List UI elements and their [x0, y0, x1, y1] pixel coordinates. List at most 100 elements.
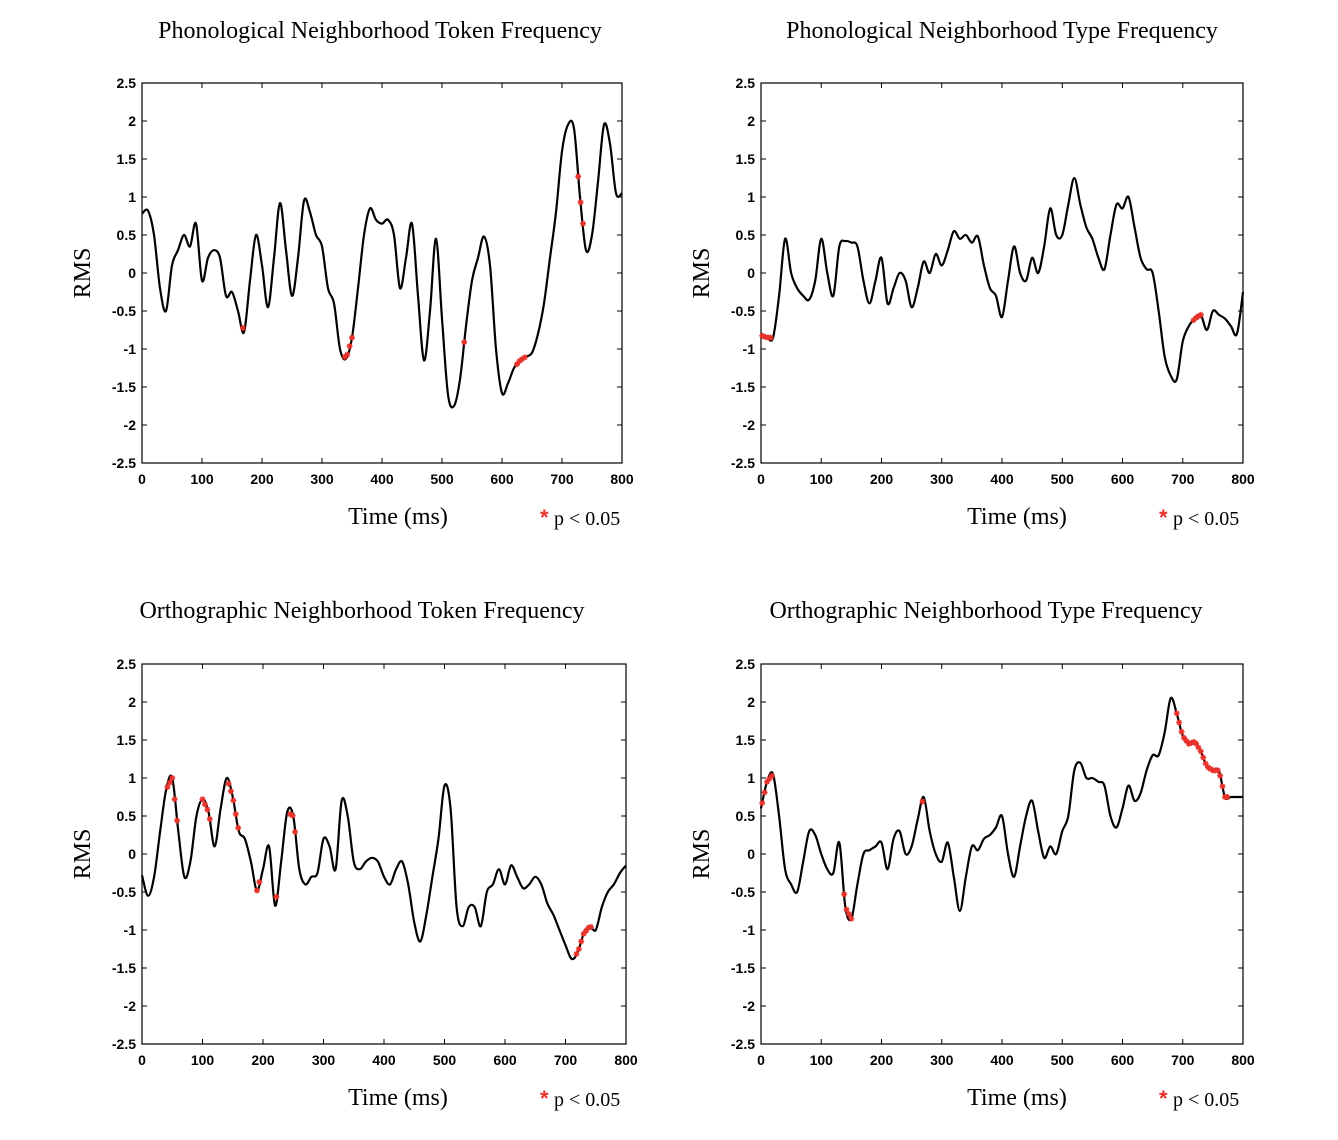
y-tick-label: 1.5	[117, 151, 137, 167]
y-tick-label: 2.5	[736, 75, 756, 91]
y-tick-label: -2	[124, 998, 137, 1014]
series-line	[760, 176, 1245, 383]
significance-marker	[204, 806, 211, 813]
significance-marker	[843, 906, 850, 913]
y-tick-label: -0.5	[112, 884, 136, 900]
x-tick-label: 700	[554, 1052, 578, 1068]
significance-marker	[164, 784, 171, 791]
legend-marker-icon: *	[540, 1086, 549, 1111]
x-tick-label: 100	[810, 1052, 834, 1068]
significance-marker	[349, 334, 355, 341]
significance-marker	[1197, 748, 1204, 755]
y-tick-label: 0	[128, 265, 136, 281]
y-tick-label: 1	[128, 189, 136, 205]
legend-label: p < 0.05	[554, 508, 620, 530]
x-tick-label: 100	[191, 1052, 215, 1068]
significance-marker	[256, 878, 263, 885]
x-tick-label: 500	[433, 1052, 457, 1068]
x-tick-label: 700	[550, 471, 574, 487]
significance-marker	[239, 325, 246, 332]
significance-marker	[1217, 772, 1224, 779]
x-axis-label: Time (ms)	[967, 504, 1067, 530]
x-axis-label: Time (ms)	[348, 1085, 448, 1111]
x-tick-label: 200	[251, 1052, 275, 1068]
legend-marker-icon: *	[1159, 505, 1168, 530]
y-axis-label: RMS	[70, 829, 96, 880]
significance-marker	[841, 891, 848, 898]
significance-marker	[344, 351, 351, 358]
legend-marker-icon: *	[1159, 1086, 1168, 1111]
significance-marker	[199, 796, 206, 803]
significance-marker	[767, 334, 774, 341]
significance-marker	[169, 775, 176, 781]
significance-marker	[577, 199, 584, 206]
x-axis-label: Time (ms)	[967, 1085, 1067, 1111]
x-tick-label: 800	[1231, 1052, 1255, 1068]
chart-title: Orthographic Neighborhood Type Frequency	[769, 598, 1202, 624]
significance-marker	[578, 938, 585, 945]
x-tick-label: 500	[1051, 471, 1075, 487]
y-tick-label: 2	[128, 113, 136, 129]
significance-marker	[575, 946, 582, 952]
y-tick-label: 1	[747, 189, 755, 205]
significance-marker	[289, 812, 296, 819]
x-tick-label: 800	[1231, 471, 1255, 487]
significance-marker	[587, 923, 594, 930]
y-axis-label: RMS	[689, 248, 715, 299]
significance-marker	[201, 801, 208, 808]
series-line	[759, 696, 1243, 922]
significance-marker	[919, 798, 926, 805]
significance-marker	[461, 339, 468, 346]
chart-title: Orthographic Neighborhood Token Frequenc…	[139, 598, 584, 624]
significance-marker	[580, 220, 586, 227]
y-tick-label: 1.5	[736, 732, 756, 748]
y-tick-label: 2	[747, 694, 755, 710]
x-tick-label: 700	[1171, 1052, 1195, 1068]
significance-marker	[225, 780, 232, 787]
significance-marker	[1224, 794, 1231, 800]
y-tick-label: -2.5	[731, 455, 755, 471]
y-tick-label: 1.5	[736, 151, 756, 167]
significance-marker	[292, 828, 299, 835]
x-tick-label: 700	[1171, 471, 1195, 487]
significance-marker	[171, 796, 178, 803]
significance-marker	[174, 817, 181, 824]
y-tick-label: 2.5	[736, 656, 756, 672]
x-tick-label: 0	[138, 1052, 146, 1068]
significance-marker	[845, 911, 852, 918]
chart-panel-1: Phonological Neighborhood Token Frequenc…	[70, 18, 634, 530]
chart-panel-4: Orthographic Neighborhood Type Frequency…	[689, 598, 1255, 1111]
y-tick-label: -1	[124, 341, 137, 357]
significance-marker	[573, 951, 580, 958]
plot-area	[760, 82, 1244, 464]
series-line	[140, 774, 627, 961]
y-tick-label: -2.5	[112, 455, 136, 471]
significance-marker	[232, 811, 239, 818]
significance-marker	[166, 779, 173, 786]
chart-panel-2: Phonological Neighborhood Type Frequency…	[689, 18, 1255, 530]
legend: * p < 0.05	[1159, 1086, 1239, 1111]
legend-label: p < 0.05	[554, 1089, 620, 1111]
y-tick-label: 2	[747, 113, 755, 129]
x-tick-label: 800	[614, 1052, 638, 1068]
y-tick-label: 2.5	[117, 656, 137, 672]
significance-marker	[230, 797, 237, 804]
y-tick-label: 1.5	[117, 732, 137, 748]
x-tick-label: 300	[310, 471, 334, 487]
legend: * p < 0.05	[1159, 505, 1239, 530]
y-tick-label: 0	[747, 265, 755, 281]
y-tick-label: 0.5	[736, 808, 756, 824]
significance-marker	[227, 788, 234, 795]
y-tick-label: 2.5	[117, 75, 137, 91]
x-tick-label: 500	[430, 471, 454, 487]
x-tick-label: 0	[757, 1052, 765, 1068]
x-axis-label: Time (ms)	[348, 504, 448, 530]
x-tick-label: 0	[138, 471, 146, 487]
significance-marker	[1202, 760, 1209, 767]
y-tick-label: 0.5	[117, 808, 137, 824]
series-line	[141, 119, 623, 409]
y-tick-label: -2	[743, 417, 756, 433]
x-tick-label: 200	[870, 1052, 894, 1068]
y-tick-label: -0.5	[731, 303, 755, 319]
significance-marker	[273, 893, 280, 900]
